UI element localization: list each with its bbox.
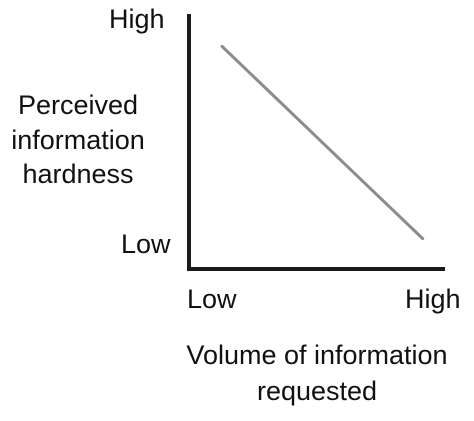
y-axis-title-line-2: information xyxy=(11,124,145,155)
x-axis-title-line-2: requested xyxy=(256,376,378,407)
series-line-1 xyxy=(220,44,425,241)
x-tick-low: Low xyxy=(187,284,237,314)
x-tick-high: High xyxy=(405,284,461,314)
y-axis-title-line-3: hardness xyxy=(22,159,134,190)
x-axis-title: Volume of information requested xyxy=(150,337,474,410)
y-axis-title-line-1: Perceived xyxy=(17,90,139,120)
y-tick-high: High xyxy=(109,4,165,34)
y-tick-low: Low xyxy=(121,229,171,259)
y-axis-title: Perceived information hardness xyxy=(0,88,156,192)
x-axis-title-line-1: Volume of information xyxy=(186,340,448,370)
series-layer xyxy=(220,44,425,241)
